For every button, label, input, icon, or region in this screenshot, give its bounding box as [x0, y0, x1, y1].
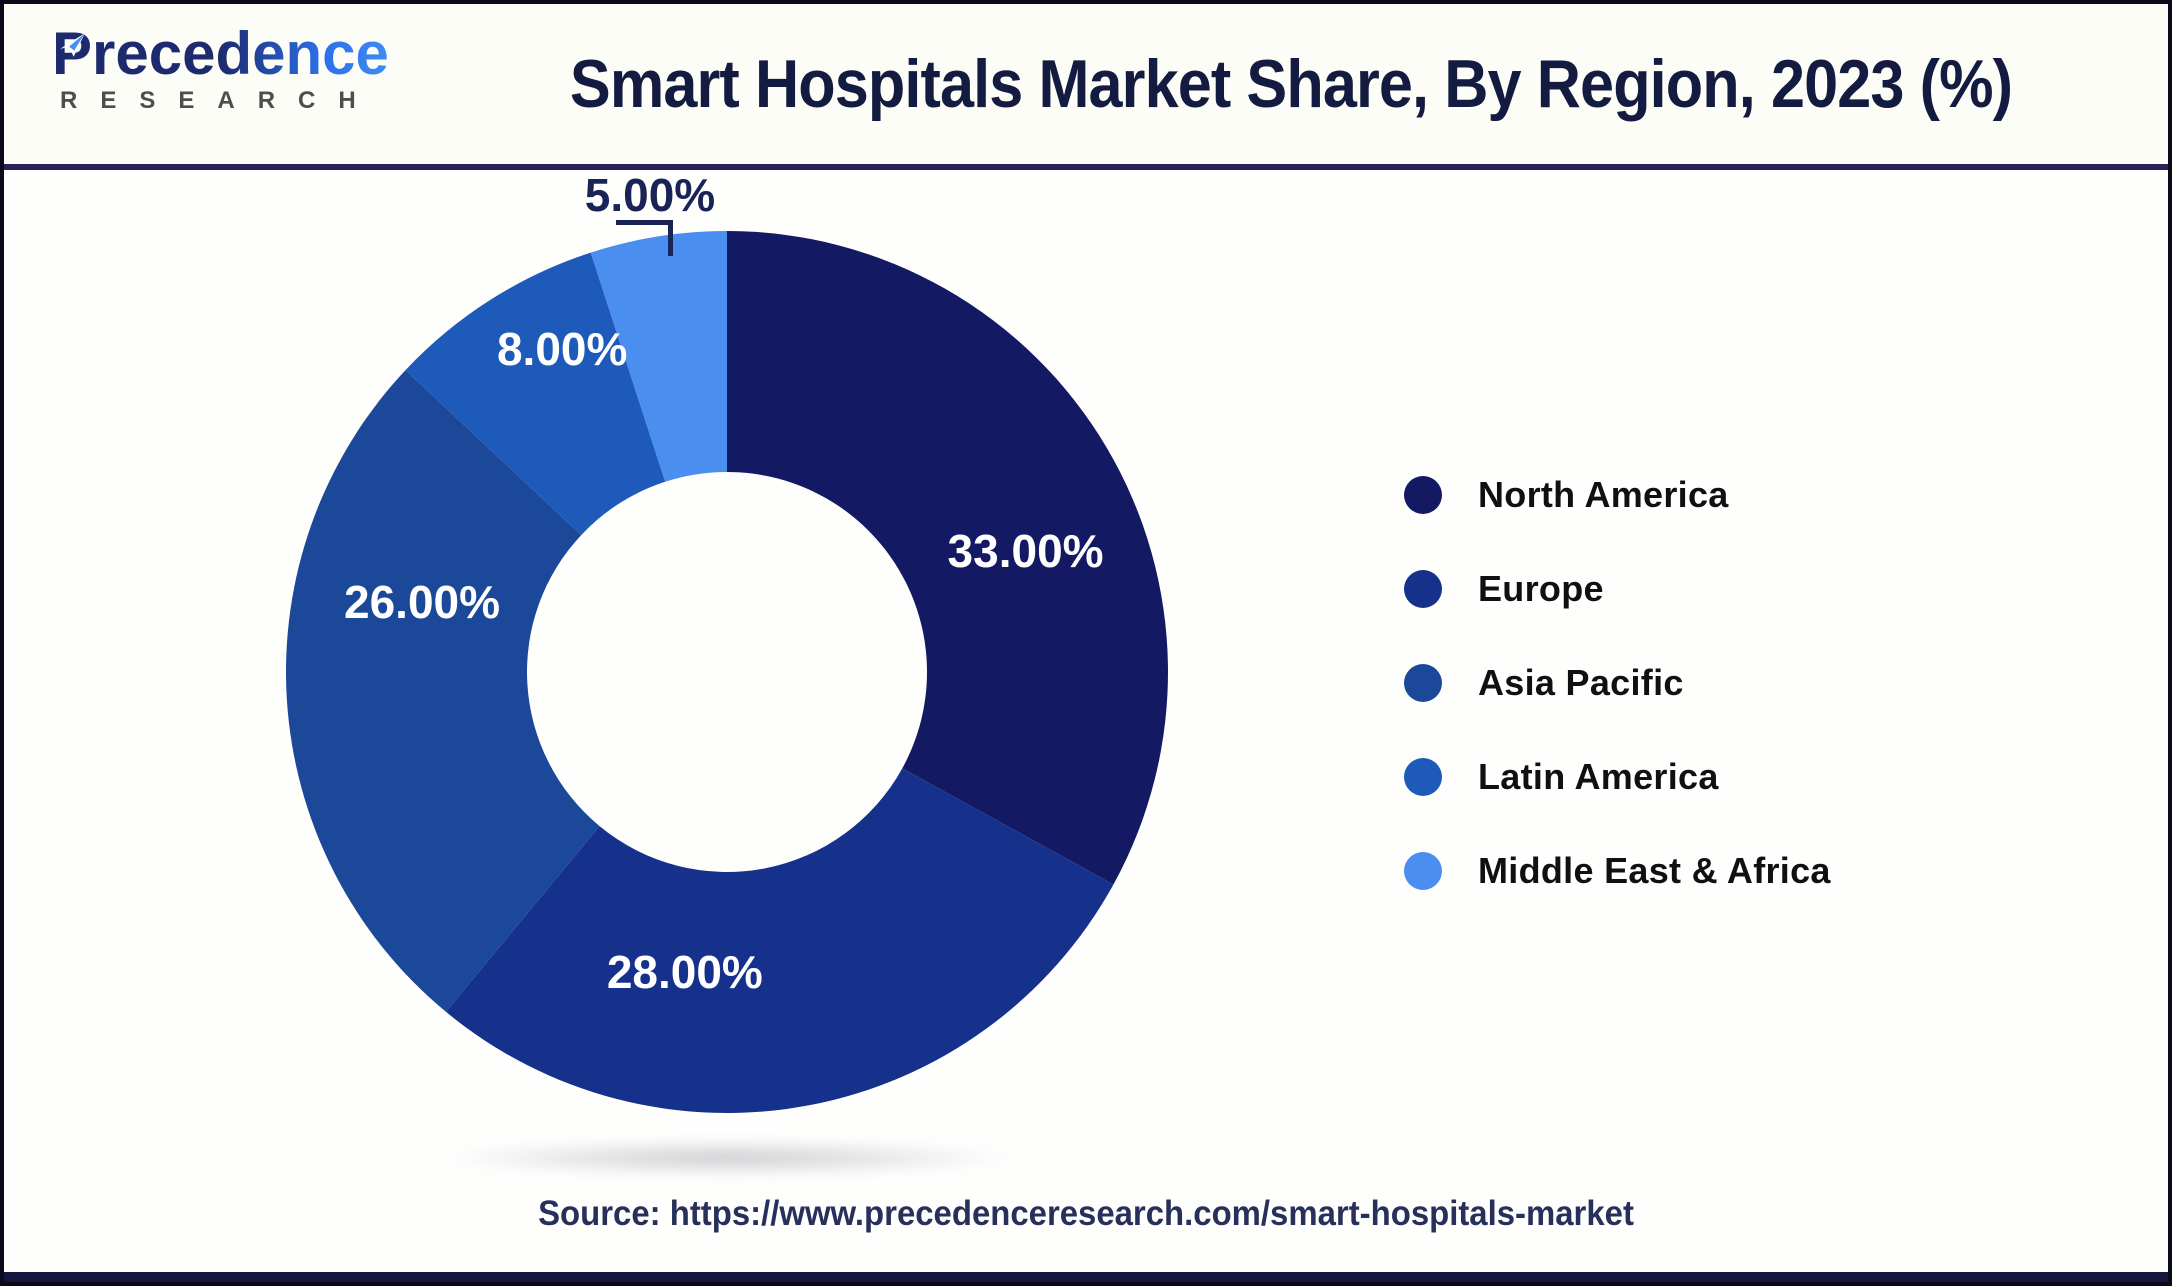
bottom-border-bar: [4, 1272, 2168, 1282]
legend-item-latin-america: Latin America: [1404, 756, 1831, 797]
legend-item-north-america: North America: [1404, 474, 1831, 515]
slice-label-asia-pacific: 26.00%: [344, 575, 501, 628]
chart-shadow: [444, 1140, 1010, 1176]
legend-swatch-middle-east-africa: [1404, 852, 1442, 890]
chart-title: Smart Hospitals Market Share, By Region,…: [569, 46, 2013, 122]
legend-swatch-latin-america: [1404, 758, 1442, 796]
slice-label-middle-east-africa: 5.00%: [584, 169, 716, 221]
donut-slice-europe: [445, 768, 1114, 1113]
legend-swatch-asia-pacific: [1404, 664, 1442, 702]
legend-swatch-north-america: [1404, 476, 1442, 514]
slice-label-latin-america: 8.00%: [496, 322, 628, 375]
legend-label-latin-america: Latin America: [1478, 756, 1719, 797]
slice-label-europe: 28.00%: [606, 946, 763, 999]
brand-logo: Precedence RESEARCH: [52, 24, 389, 113]
brand-wordmark: Precedence: [52, 24, 389, 84]
source-text: Source: https://www.precedenceresearch.c…: [538, 1194, 1634, 1233]
header: Precedence RESEARCH Smart Hospitals Mark…: [4, 4, 2168, 170]
legend-label-asia-pacific: Asia Pacific: [1478, 662, 1684, 703]
legend-swatch-europe: [1404, 570, 1442, 608]
legend-label-europe: Europe: [1478, 568, 1604, 609]
label-connector-line-horizontal: [616, 220, 673, 225]
paper-plane-icon: [60, 33, 85, 57]
donut-slice-latin-america: [405, 252, 666, 536]
legend-item-middle-east-africa: Middle East & Africa: [1404, 850, 1831, 891]
slice-label-north-america: 33.00%: [947, 525, 1104, 578]
legend-item-europe: Europe: [1404, 568, 1831, 609]
label-connector-line-vertical: [668, 220, 673, 256]
legend-label-north-america: North America: [1478, 474, 1729, 515]
brand-name: Precedence: [52, 20, 389, 87]
legend-item-asia-pacific: Asia Pacific: [1404, 662, 1831, 703]
legend: North America Europe Asia Pacific Latin Ame…: [1404, 474, 1831, 891]
brand-subtitle: RESEARCH: [60, 87, 379, 114]
donut-slice-asia-pacific: [285, 370, 600, 1012]
donut-chart: [285, 231, 1168, 1113]
legend-label-middle-east-africa: Middle East & Africa: [1478, 850, 1831, 891]
